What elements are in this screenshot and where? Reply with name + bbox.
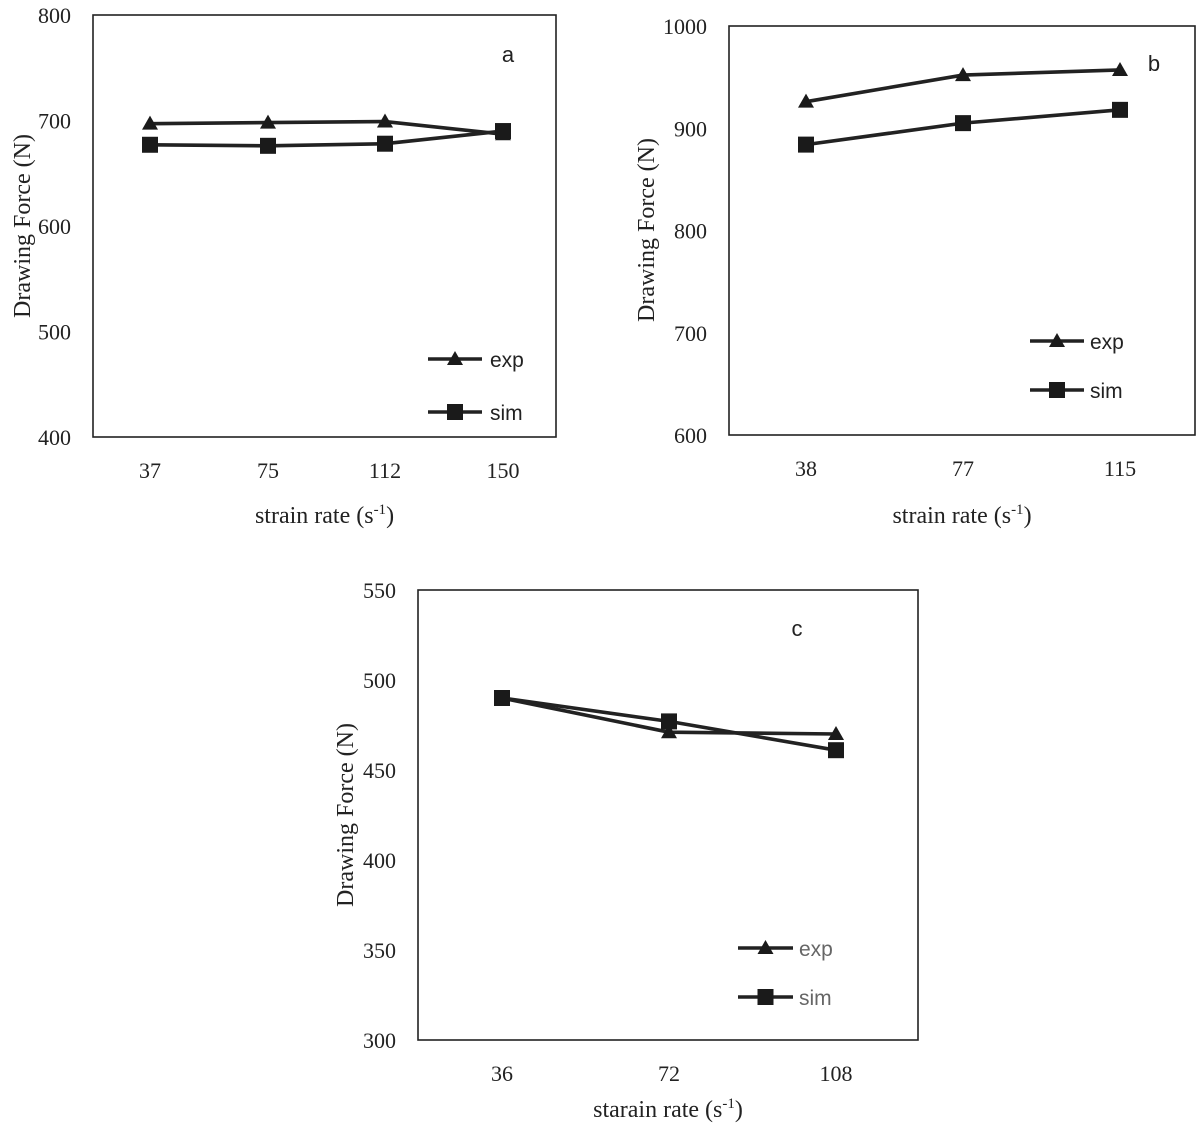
x-axis-title: starain rate (s-1) xyxy=(593,1096,743,1123)
data-point-exp xyxy=(955,67,971,82)
data-point-sim xyxy=(495,123,511,140)
legend-label-sim: sim xyxy=(1090,380,1123,403)
y-tick-label: 1000 xyxy=(663,14,707,39)
plot-frame xyxy=(92,14,557,438)
legend-marker-sim xyxy=(447,404,463,420)
data-point-exp xyxy=(828,726,844,740)
x-tick-label: 36 xyxy=(491,1061,513,1086)
data-point-sim xyxy=(798,136,814,153)
data-point-sim xyxy=(494,690,510,706)
y-tick-label: 300 xyxy=(363,1028,396,1053)
series-line-sim xyxy=(149,129,504,148)
y-tick-label: 800 xyxy=(674,219,707,244)
x-tick-label: 112 xyxy=(369,458,401,483)
data-point-sim xyxy=(1112,101,1128,118)
data-point-exp xyxy=(142,115,158,130)
data-point-sim xyxy=(828,742,844,759)
plot-frame xyxy=(728,25,1196,436)
series-line-exp xyxy=(149,119,504,137)
legend-marker-sim xyxy=(757,989,774,1005)
x-axis-title: strain rate (s-1) xyxy=(892,502,1031,529)
data-point-sim xyxy=(377,135,393,152)
y-axis-title: Drawing Force (N) xyxy=(634,138,660,322)
chart-panel-c: 300 350 400 450 500 550 36 72 108 Drawing Force (… xyxy=(333,578,919,1123)
data-point-exp xyxy=(377,113,393,128)
data-point-sim xyxy=(142,136,158,153)
chart-panel-b: 600 700 800 900 1000 38 77 115 Drawing Force (N)… xyxy=(634,14,1196,529)
y-tick-label: 500 xyxy=(38,320,71,345)
legend-label-sim: sim xyxy=(490,402,523,425)
legend-marker-exp xyxy=(757,940,774,954)
x-tick-label: 38 xyxy=(795,456,817,481)
panel-label: c xyxy=(792,616,803,641)
x-tick-label: 115 xyxy=(1104,456,1136,481)
legend-marker-exp xyxy=(1049,333,1065,347)
x-tick-label: 37 xyxy=(139,458,161,483)
y-tick-label: 800 xyxy=(38,3,71,28)
data-point-exp xyxy=(260,114,276,129)
chart-panel-a: 400 500 600 700 800 37 75 112 150 Drawing Force (… xyxy=(10,3,557,529)
plot-frame xyxy=(417,589,919,1041)
legend-marker-exp xyxy=(447,351,463,365)
x-tick-label: 150 xyxy=(487,458,520,483)
y-tick-label: 700 xyxy=(38,109,71,134)
data-point-sim xyxy=(955,115,971,132)
data-point-exp xyxy=(1112,61,1128,76)
y-tick-label: 900 xyxy=(674,116,707,141)
panel-label: a xyxy=(502,42,515,67)
y-tick-label: 550 xyxy=(363,578,396,603)
legend-label-exp: exp xyxy=(490,349,524,372)
legend-label-sim: sim xyxy=(799,987,832,1010)
y-axis-title: Drawing Force (N) xyxy=(10,134,36,318)
legend-label-exp: exp xyxy=(799,938,833,961)
legend-label-exp: exp xyxy=(1090,331,1124,354)
y-tick-label: 350 xyxy=(363,938,396,963)
panel-label: b xyxy=(1148,51,1160,76)
y-tick-label: 600 xyxy=(38,214,71,239)
y-tick-label: 700 xyxy=(674,321,707,346)
y-axis-title: Drawing Force (N) xyxy=(333,723,359,907)
x-tick-label: 108 xyxy=(820,1061,853,1086)
legend-marker-sim xyxy=(1049,382,1065,398)
y-tick-label: 600 xyxy=(674,423,707,448)
y-tick-label: 400 xyxy=(363,848,396,873)
x-tick-label: 72 xyxy=(658,1061,680,1086)
data-point-exp xyxy=(661,724,677,739)
x-tick-label: 75 xyxy=(257,458,279,483)
x-tick-label: 77 xyxy=(952,456,974,481)
data-point-sim xyxy=(260,137,276,154)
data-point-sim xyxy=(661,713,677,730)
y-tick-label: 500 xyxy=(363,668,396,693)
y-tick-label: 400 xyxy=(38,425,71,450)
y-tick-label: 450 xyxy=(363,758,396,783)
data-point-exp xyxy=(798,93,814,108)
x-axis-title: strain rate (s-1) xyxy=(255,502,394,529)
